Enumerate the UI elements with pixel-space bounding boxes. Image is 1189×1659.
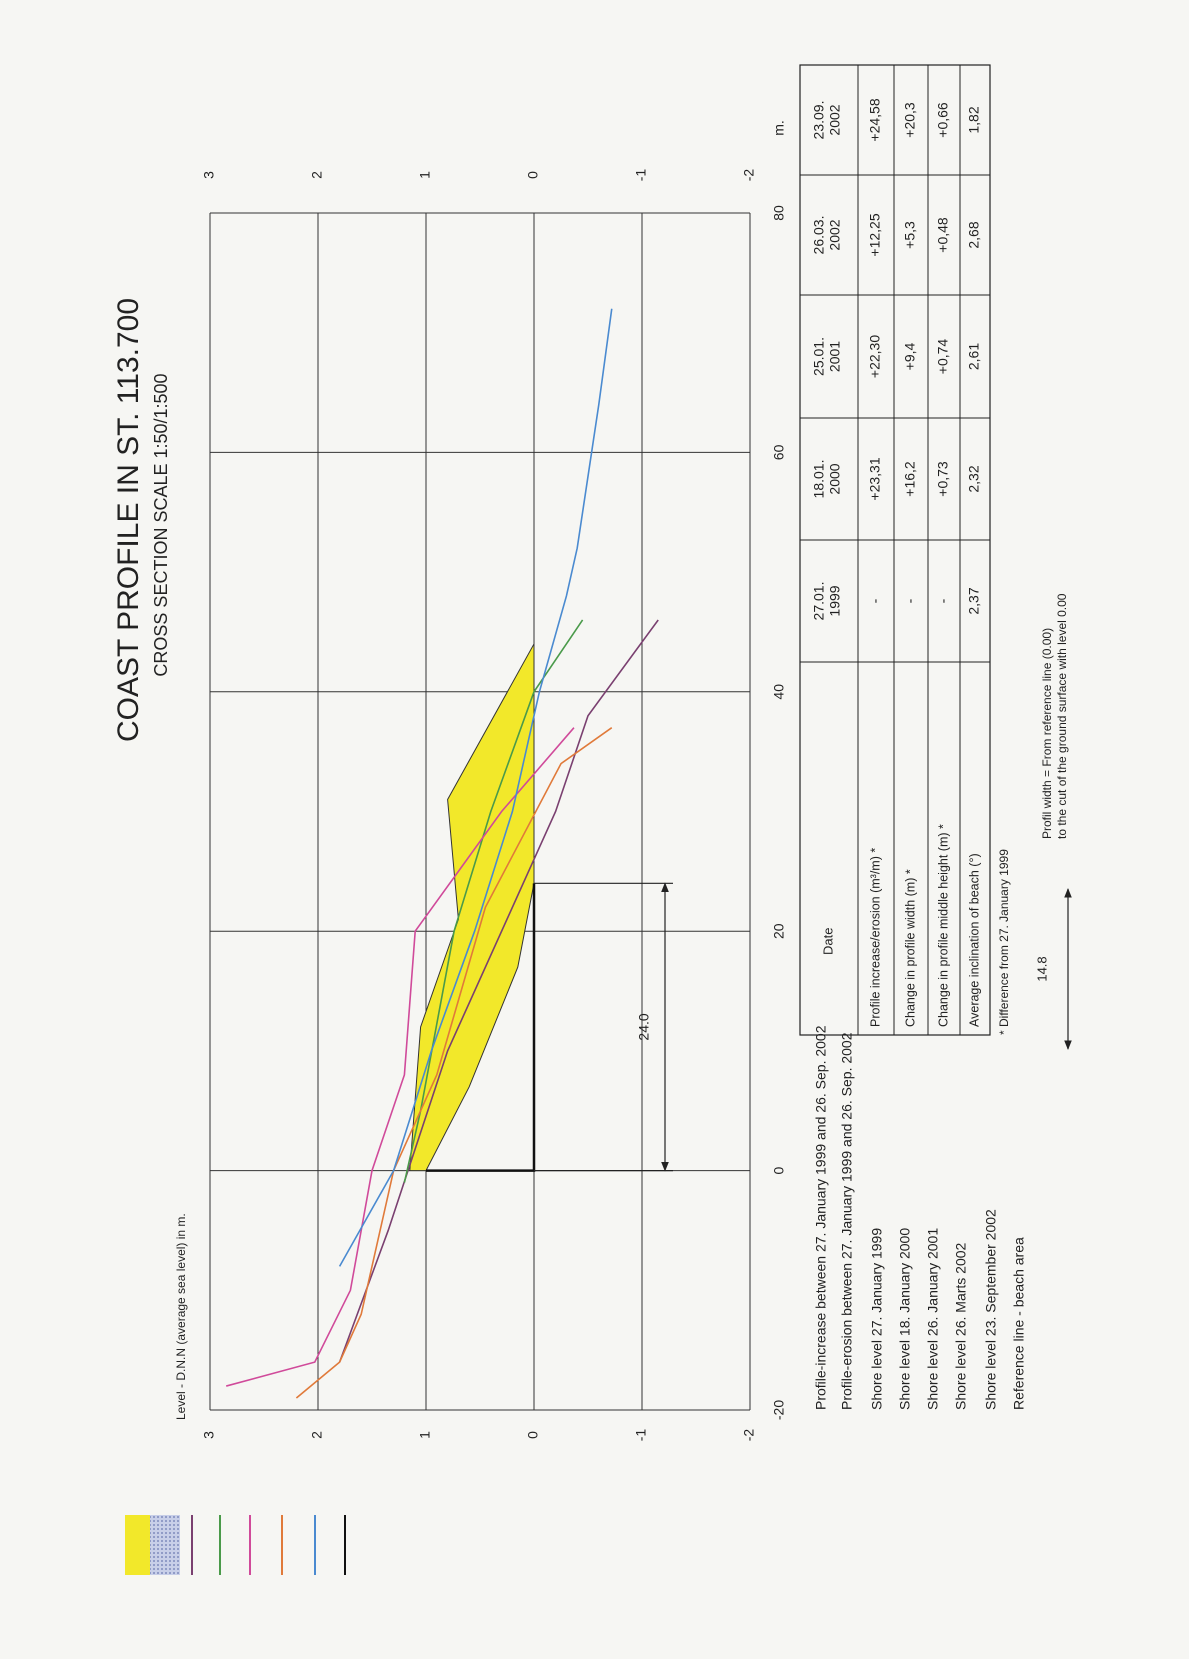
date-cell: 25.01. bbox=[811, 337, 827, 376]
x-tick-label: 20 bbox=[771, 923, 787, 939]
legend-label: Shore level 23. September 2002 bbox=[983, 1209, 999, 1410]
table-cell: +12,25 bbox=[867, 213, 883, 256]
x-tick-label: 80 bbox=[771, 205, 787, 221]
table-cell: +0,73 bbox=[935, 461, 951, 497]
table-cell: +5,3 bbox=[902, 221, 918, 249]
dimension-label: 24.0 bbox=[636, 1013, 652, 1040]
legend-label: Profile-increase between 27. January 199… bbox=[813, 1025, 829, 1410]
width-note: to the cut of the ground surface with le… bbox=[1055, 593, 1069, 839]
width-note: Profil width = From reference line (0.00… bbox=[1040, 628, 1054, 839]
rotated-sheet: COAST PROFILE IN ST. 113.700 CROSS SECTI… bbox=[112, 64, 1072, 1575]
table-cell: +16,2 bbox=[902, 461, 918, 497]
table-cell: 2,32 bbox=[966, 465, 982, 492]
legend-swatch bbox=[150, 1515, 180, 1575]
y-tick-label: -2 bbox=[741, 1429, 757, 1442]
footnote: * Difference from 27. January 1999 bbox=[997, 849, 1011, 1035]
y-tick-label: 1 bbox=[417, 1431, 433, 1439]
legend-label: Reference line - beach area bbox=[1011, 1237, 1027, 1410]
date-cell: 1999 bbox=[827, 585, 843, 616]
date-cell: 27.01. bbox=[811, 582, 827, 621]
table-cell: 2,68 bbox=[966, 221, 982, 248]
row-label: Average inclination of beach (°) bbox=[967, 853, 981, 1027]
title: COAST PROFILE IN ST. 113.700 bbox=[112, 298, 145, 742]
row-label: Profile increase/erosion (m³/m) * bbox=[868, 848, 882, 1027]
legend-label: Shore level 26. January 2001 bbox=[925, 1228, 941, 1410]
legend-label: Shore level 26. Marts 2002 bbox=[953, 1242, 969, 1410]
x-axis-label: m. bbox=[771, 120, 787, 136]
y-tick-label: -1 bbox=[633, 169, 649, 182]
table-cell: +23,31 bbox=[867, 457, 883, 500]
table-frame bbox=[799, 64, 991, 1036]
table-cell: 2,37 bbox=[966, 587, 982, 614]
y-tick-label: 1 bbox=[417, 171, 433, 179]
date-cell: 2002 bbox=[827, 219, 843, 250]
x-tick-label: 40 bbox=[771, 684, 787, 700]
legend-label: Shore level 27. January 1999 bbox=[869, 1228, 885, 1410]
table-cell: - bbox=[902, 598, 918, 603]
y-tick-label: -1 bbox=[633, 1429, 649, 1442]
date-cell: 2001 bbox=[827, 341, 843, 372]
date-cell: 2002 bbox=[827, 104, 843, 135]
y-tick-label: 2 bbox=[309, 1431, 325, 1439]
x-tick-label: 0 bbox=[771, 1166, 787, 1174]
x-tick-label: 60 bbox=[771, 444, 787, 460]
table-cell: 2,61 bbox=[966, 343, 982, 370]
table-cell: 1,82 bbox=[966, 106, 982, 133]
shore-line bbox=[225, 727, 575, 1387]
table-cell: +0,74 bbox=[935, 339, 951, 375]
row-label: Change in profile middle height (m) * bbox=[936, 824, 950, 1027]
date-cell: 23.09. bbox=[811, 101, 827, 140]
y-tick-label: 2 bbox=[309, 171, 325, 179]
date-cell: 26.03. bbox=[811, 216, 827, 255]
y-tick-label: 0 bbox=[525, 171, 541, 179]
y-tick-label: -2 bbox=[741, 169, 757, 182]
legend-label: Shore level 18. January 2000 bbox=[897, 1228, 913, 1410]
x-tick-label: -20 bbox=[771, 1400, 787, 1420]
y-tick-label: 3 bbox=[201, 171, 217, 179]
table-cell: - bbox=[867, 598, 883, 603]
table-cell: +0,66 bbox=[935, 102, 951, 138]
table-cell: - bbox=[935, 598, 951, 603]
table-cell: +9,4 bbox=[902, 342, 918, 370]
table-cell: +0,48 bbox=[935, 217, 951, 253]
table-cell: +20,3 bbox=[902, 102, 918, 138]
table-cell: +24,58 bbox=[867, 98, 883, 141]
width-value: 14.8 bbox=[1034, 956, 1049, 981]
legend-label: Profile-erosion between 27. January 1999… bbox=[839, 1032, 855, 1410]
y-tick-label: 3 bbox=[201, 1431, 217, 1439]
row-label: Change in profile width (m) * bbox=[903, 869, 917, 1027]
table-header: Date bbox=[820, 928, 835, 955]
date-cell: 2000 bbox=[827, 463, 843, 494]
subtitle: CROSS SECTION SCALE 1:50/1:500 bbox=[151, 373, 171, 676]
date-cell: 18.01. bbox=[811, 460, 827, 499]
shore-line bbox=[338, 308, 613, 1267]
table-cell: +22,30 bbox=[867, 335, 883, 378]
shore-line bbox=[338, 619, 659, 1363]
shore-line bbox=[295, 727, 613, 1399]
y-axis-label: Level - D.N.N (average sea level) in m. bbox=[174, 1213, 188, 1420]
y-tick-label: 0 bbox=[525, 1431, 541, 1439]
